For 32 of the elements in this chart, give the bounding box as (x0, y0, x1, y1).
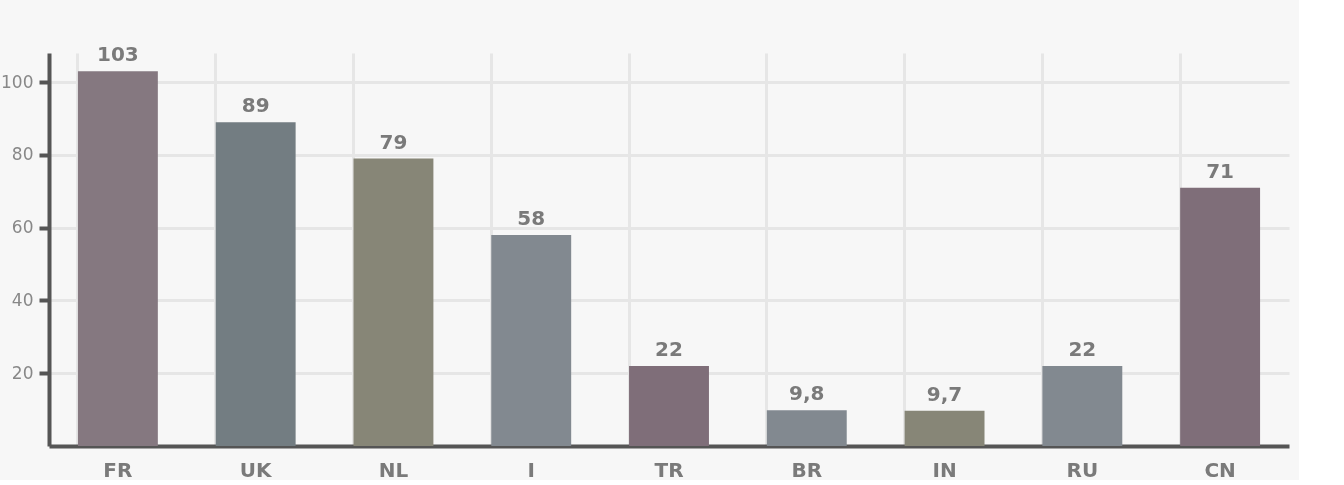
data-label: 71 (1206, 158, 1235, 183)
bar (1042, 365, 1123, 446)
data-label: 58 (517, 205, 546, 230)
bar (353, 158, 434, 446)
x-tick-label: TR (654, 457, 684, 482)
data-label: 9,7 (926, 381, 963, 406)
x-tick-label: IN (932, 457, 957, 482)
data-label: 22 (655, 336, 683, 361)
bar (629, 365, 709, 446)
bar (904, 410, 985, 446)
data-label: 9,8 (789, 381, 825, 406)
data-label: 22 (1068, 336, 1097, 361)
y-tick-label: 100 (1, 71, 34, 92)
y-tick-label: 40 (11, 289, 34, 310)
bar (215, 122, 296, 446)
y-tick-label: 80 (11, 144, 34, 165)
bar (766, 410, 847, 446)
x-tick-label: BR (791, 457, 823, 482)
data-label: 89 (241, 93, 270, 118)
x-tick-label: I (527, 457, 535, 482)
x-tick-label: UK (239, 457, 274, 482)
x-tick-label: RU (1066, 457, 1099, 482)
bar (77, 71, 158, 446)
bar (491, 234, 572, 446)
data-label: 79 (379, 129, 408, 154)
data-label: 103 (97, 42, 139, 67)
bar (1180, 187, 1261, 446)
x-tick-label: CN (1204, 457, 1236, 482)
y-tick-label: 20 (11, 362, 34, 383)
y-tick-label: 60 (11, 217, 34, 238)
x-tick-label: NL (378, 457, 409, 482)
x-tick-label: FR (103, 457, 133, 482)
